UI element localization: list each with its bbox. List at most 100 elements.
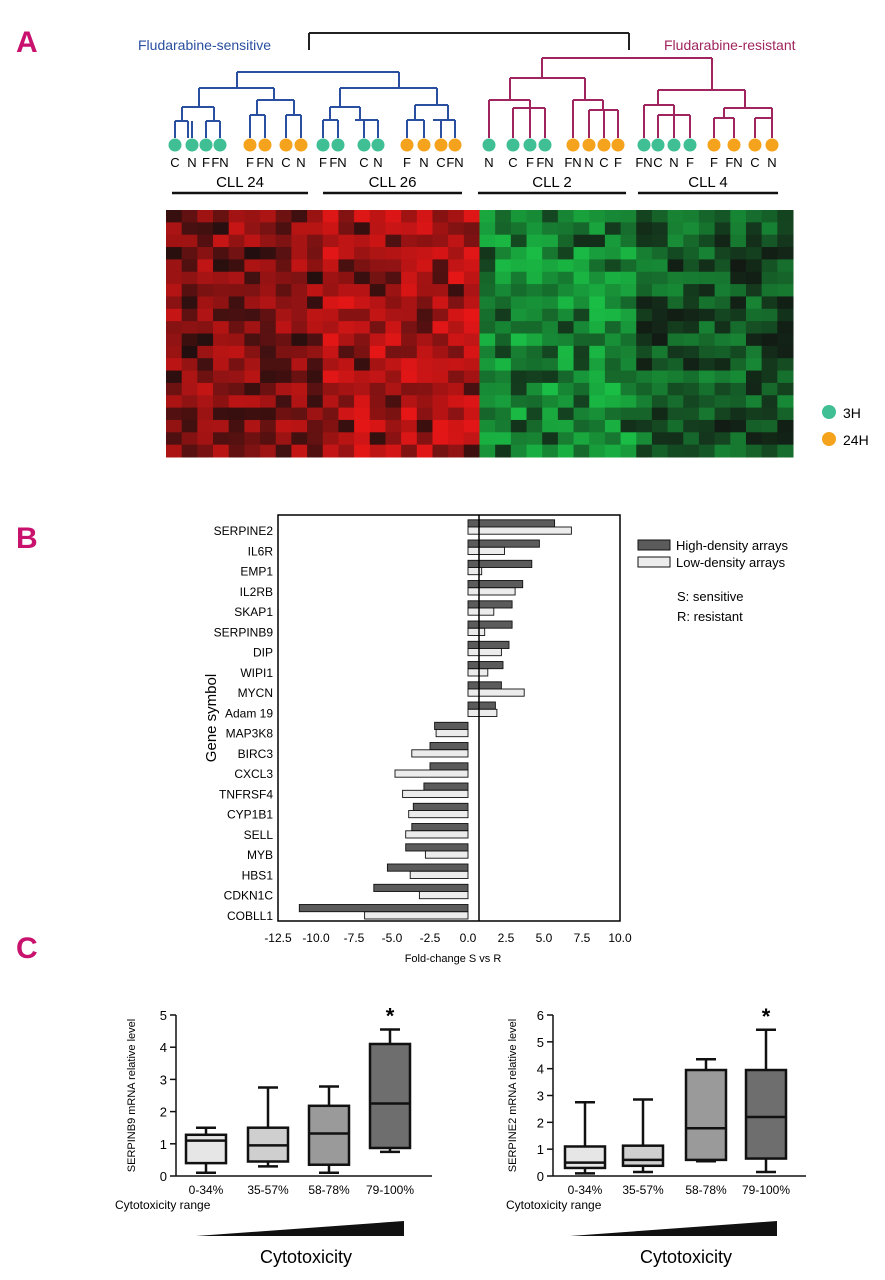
heatmap-cell — [401, 333, 418, 347]
heatmap-cell — [651, 370, 669, 384]
heatmap-cell — [369, 333, 386, 347]
heatmap-cell — [432, 222, 449, 236]
heatmap-cell — [620, 432, 637, 446]
heatmap-cell — [354, 247, 371, 260]
heatmap-cell — [745, 382, 763, 396]
heatmap-cell — [354, 382, 371, 396]
heatmap-cell — [307, 247, 324, 260]
heatmap-cell — [573, 296, 590, 310]
heatmap-cell — [557, 419, 575, 433]
group-label-resistant: Fludarabine-resistant — [664, 37, 796, 53]
heatmap-cell — [369, 271, 386, 285]
heatmap-cell — [761, 395, 778, 409]
heatmap-cell — [777, 345, 794, 359]
sample-label: FN — [329, 155, 346, 170]
heatmap-cell — [542, 308, 559, 322]
heatmap-cell — [244, 333, 261, 347]
legend-swatch — [637, 539, 671, 551]
heatmap-cell — [745, 284, 763, 297]
sample-dot — [683, 138, 697, 152]
heatmap-cell — [777, 382, 794, 396]
heatmap-cell — [244, 419, 261, 433]
heatmap-cell — [197, 382, 214, 396]
heatmap-cell — [777, 432, 794, 446]
heatmap-cell — [385, 432, 402, 446]
heatmap-cell — [448, 333, 465, 347]
heatmap-cell — [557, 432, 575, 446]
heatmap-cell — [557, 284, 575, 297]
heatmap-cell — [213, 308, 230, 322]
heatmap-cell — [448, 271, 465, 285]
heatmap-cell — [432, 345, 449, 359]
category-label: 0-34% — [189, 1183, 224, 1197]
heatmap-cell — [307, 222, 324, 236]
heatmap-cell — [620, 321, 637, 334]
heatmap-cell — [667, 247, 684, 260]
heatmap-cell — [495, 407, 512, 421]
sample-label: FN — [536, 155, 553, 170]
heatmap-cell — [401, 284, 418, 297]
bar-low-density — [418, 891, 469, 900]
heatmap-cell — [385, 358, 402, 372]
heatmap-cell — [307, 234, 324, 248]
heatmap-cell — [636, 345, 653, 359]
heatmap-cell — [683, 432, 700, 446]
heatmap-cell — [683, 382, 700, 396]
heatmap-cell — [761, 234, 778, 248]
bar-high-density — [373, 883, 469, 892]
heatmap-cell — [244, 444, 261, 458]
heatmap-cell — [463, 259, 480, 273]
heatmap-cell — [683, 358, 700, 372]
heatmap-cell — [275, 432, 292, 446]
heatmap-cell — [275, 321, 292, 334]
sample-label: N — [767, 155, 776, 170]
heatmap-cell — [338, 407, 355, 421]
heatmap-cell — [354, 444, 371, 458]
heatmap-cell — [166, 333, 183, 347]
heatmap-cell — [730, 395, 747, 409]
heatmap-cell — [667, 321, 684, 334]
heatmap-cell — [260, 321, 277, 334]
heatmap-cell — [573, 321, 590, 334]
heatmap-cell — [636, 358, 653, 372]
heatmap-cell — [166, 345, 183, 359]
heatmap-cell — [307, 321, 324, 334]
heatmap-cell — [604, 395, 622, 409]
heatmap-cell — [745, 370, 763, 384]
heatmap-cell — [401, 407, 418, 421]
heatmap-cell — [777, 370, 794, 384]
y-tick-label: 1 — [537, 1142, 544, 1157]
heatmap-cell — [401, 247, 418, 260]
heatmap-cell — [542, 259, 559, 273]
heatmap-cell — [307, 259, 324, 273]
bar-low-density — [408, 810, 469, 819]
heatmap-cell — [542, 234, 559, 248]
heatmap-cell — [683, 370, 700, 384]
sample-label: N — [296, 155, 305, 170]
axis-caption: Cytotoxicity range — [115, 1198, 211, 1212]
heatmap-cell — [401, 345, 418, 359]
heatmap-cell — [181, 210, 198, 223]
heatmap-cell — [542, 382, 559, 396]
heatmap-cell — [526, 432, 543, 446]
heatmap-cell — [275, 259, 292, 273]
heatmap-cell — [385, 444, 402, 458]
bar-high-density — [423, 782, 469, 791]
heatmap-cell — [510, 358, 528, 372]
heatmap-cell — [213, 222, 230, 236]
heatmap-cell — [463, 419, 480, 433]
heatmap-cell — [573, 284, 590, 297]
sample-dot — [651, 138, 665, 152]
heatmap-cell — [589, 345, 606, 359]
heatmap-cell — [604, 296, 622, 310]
heatmap-cell — [291, 345, 308, 359]
sample-dot — [434, 138, 448, 152]
heatmap-cell — [463, 432, 480, 446]
heatmap-cell — [495, 247, 512, 260]
heatmap-cell — [322, 296, 339, 310]
heatmap-cell — [683, 395, 700, 409]
heatmap-cell — [777, 271, 794, 285]
heatmap-cell — [714, 407, 731, 421]
heatmap-cell — [604, 321, 622, 334]
heatmap-cell — [620, 222, 637, 236]
